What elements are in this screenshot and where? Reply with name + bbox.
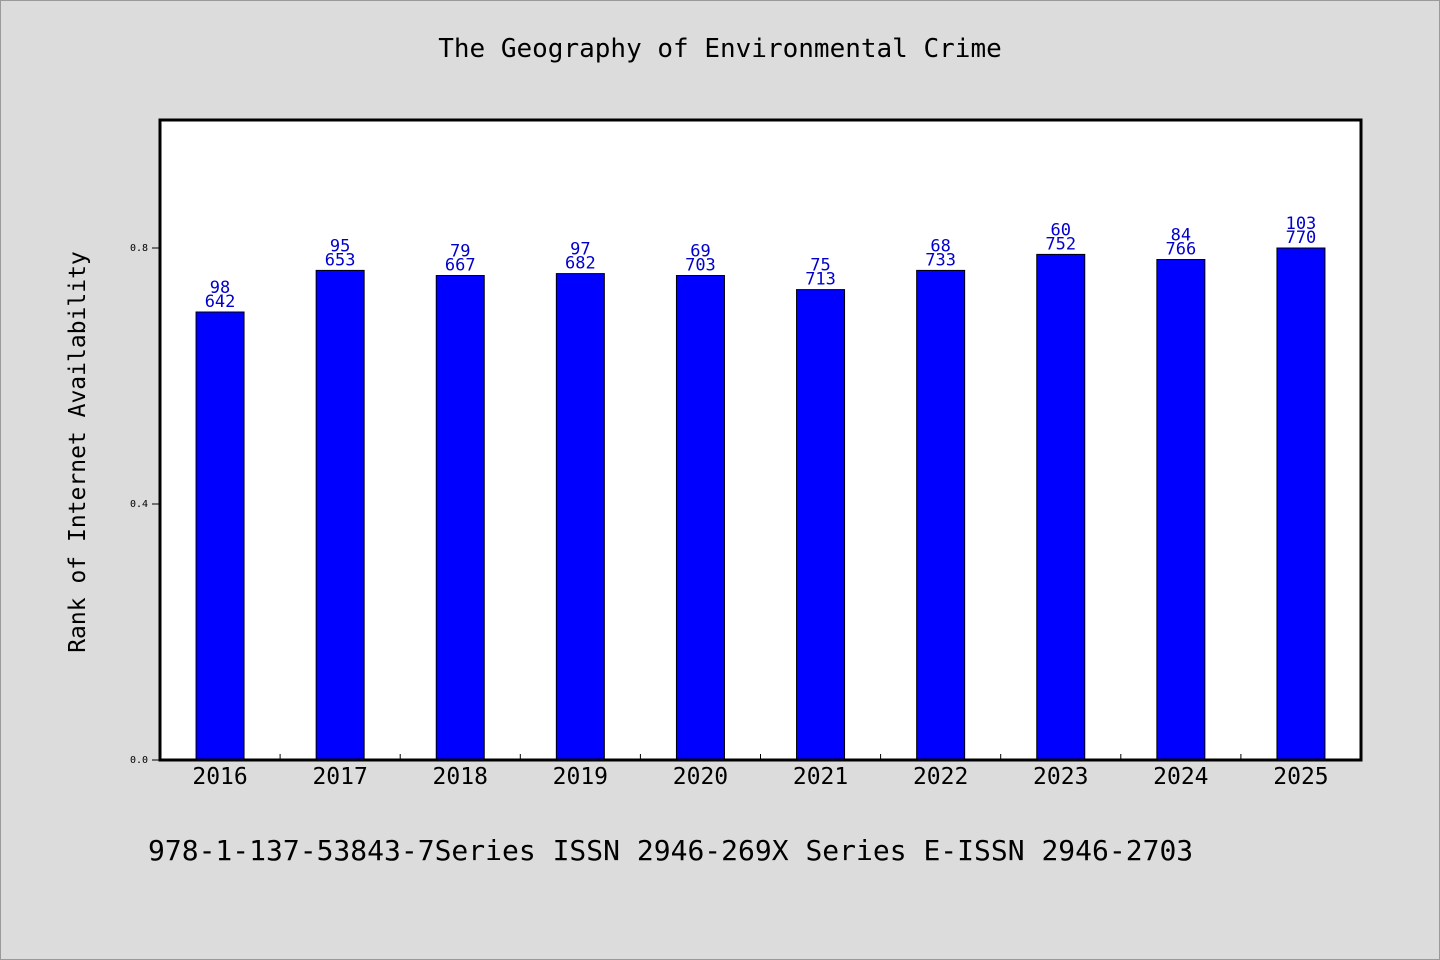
data-label-top-2016: 98 xyxy=(210,278,230,298)
bars-layer xyxy=(195,247,1326,761)
data-label-top-2022: 68 xyxy=(930,236,950,256)
bar-2024 xyxy=(1156,259,1206,761)
bar-2025 xyxy=(1276,247,1326,761)
data-label-bottom-2017: 653 xyxy=(325,250,356,270)
data-label-bottom-2020: 703 xyxy=(685,256,716,276)
bar-2020 xyxy=(675,275,725,761)
x-tick-label-2020: 2020 xyxy=(673,764,728,790)
data-label-top-2017: 95 xyxy=(330,236,350,256)
x-tick-label-2024: 2024 xyxy=(1153,764,1208,790)
y-tick-label: 0.8 xyxy=(130,243,148,254)
data-label-top-2018: 79 xyxy=(450,242,470,262)
bar-2022 xyxy=(916,269,966,761)
chart-title: The Geography of Environmental Crime xyxy=(438,34,1002,64)
data-label-top-2025: 103 xyxy=(1286,214,1317,234)
data-label-top-2020: 69 xyxy=(690,242,710,262)
y-ticks-layer: 0.0 0.4 0.8 xyxy=(130,243,160,766)
data-label-bottom-2018: 667 xyxy=(445,256,476,276)
data-label-bottom-2023: 752 xyxy=(1045,234,1076,254)
bar-2021 xyxy=(796,289,846,761)
data-label-top-2019: 97 xyxy=(570,240,590,260)
data-label-bottom-2025: 770 xyxy=(1286,228,1317,248)
data-label-bottom-2024: 766 xyxy=(1165,240,1196,260)
data-label-bottom-2019: 682 xyxy=(565,254,596,274)
data-label-bottom-2022: 733 xyxy=(925,250,956,270)
data-label-top-2024: 84 xyxy=(1171,226,1191,246)
bar-2023 xyxy=(1036,253,1086,761)
data-label-top-2023: 60 xyxy=(1051,220,1071,240)
y-tick-label: 0.4 xyxy=(130,499,148,510)
bar-2019 xyxy=(555,273,605,761)
x-tick-label-2022: 2022 xyxy=(913,764,968,790)
x-tick-label-2016: 2016 xyxy=(192,764,247,790)
x-tick-label-2025: 2025 xyxy=(1273,764,1328,790)
data-label-bottom-2021: 713 xyxy=(805,270,836,290)
bar-2017 xyxy=(315,269,365,761)
bar-2018 xyxy=(435,275,485,761)
data-label-top-2021: 75 xyxy=(810,256,830,276)
x-ticks-layer: 2016 2017 2018 2019 2020 2021 2022 2023 2024 2025 xyxy=(192,754,1329,790)
footer-isbn: 978-1-137-53843-7Series ISSN 2946-269X S… xyxy=(148,834,1194,867)
x-tick-label-2021: 2021 xyxy=(793,764,848,790)
data-label-bottom-2016: 642 xyxy=(205,292,236,312)
x-tick-label-2018: 2018 xyxy=(433,764,488,790)
x-tick-label-2017: 2017 xyxy=(312,764,367,790)
y-tick-label: 0.0 xyxy=(130,755,148,766)
x-tick-label-2019: 2019 xyxy=(553,764,608,790)
x-tick-label-2023: 2023 xyxy=(1033,764,1088,790)
bar-2016 xyxy=(195,311,245,761)
